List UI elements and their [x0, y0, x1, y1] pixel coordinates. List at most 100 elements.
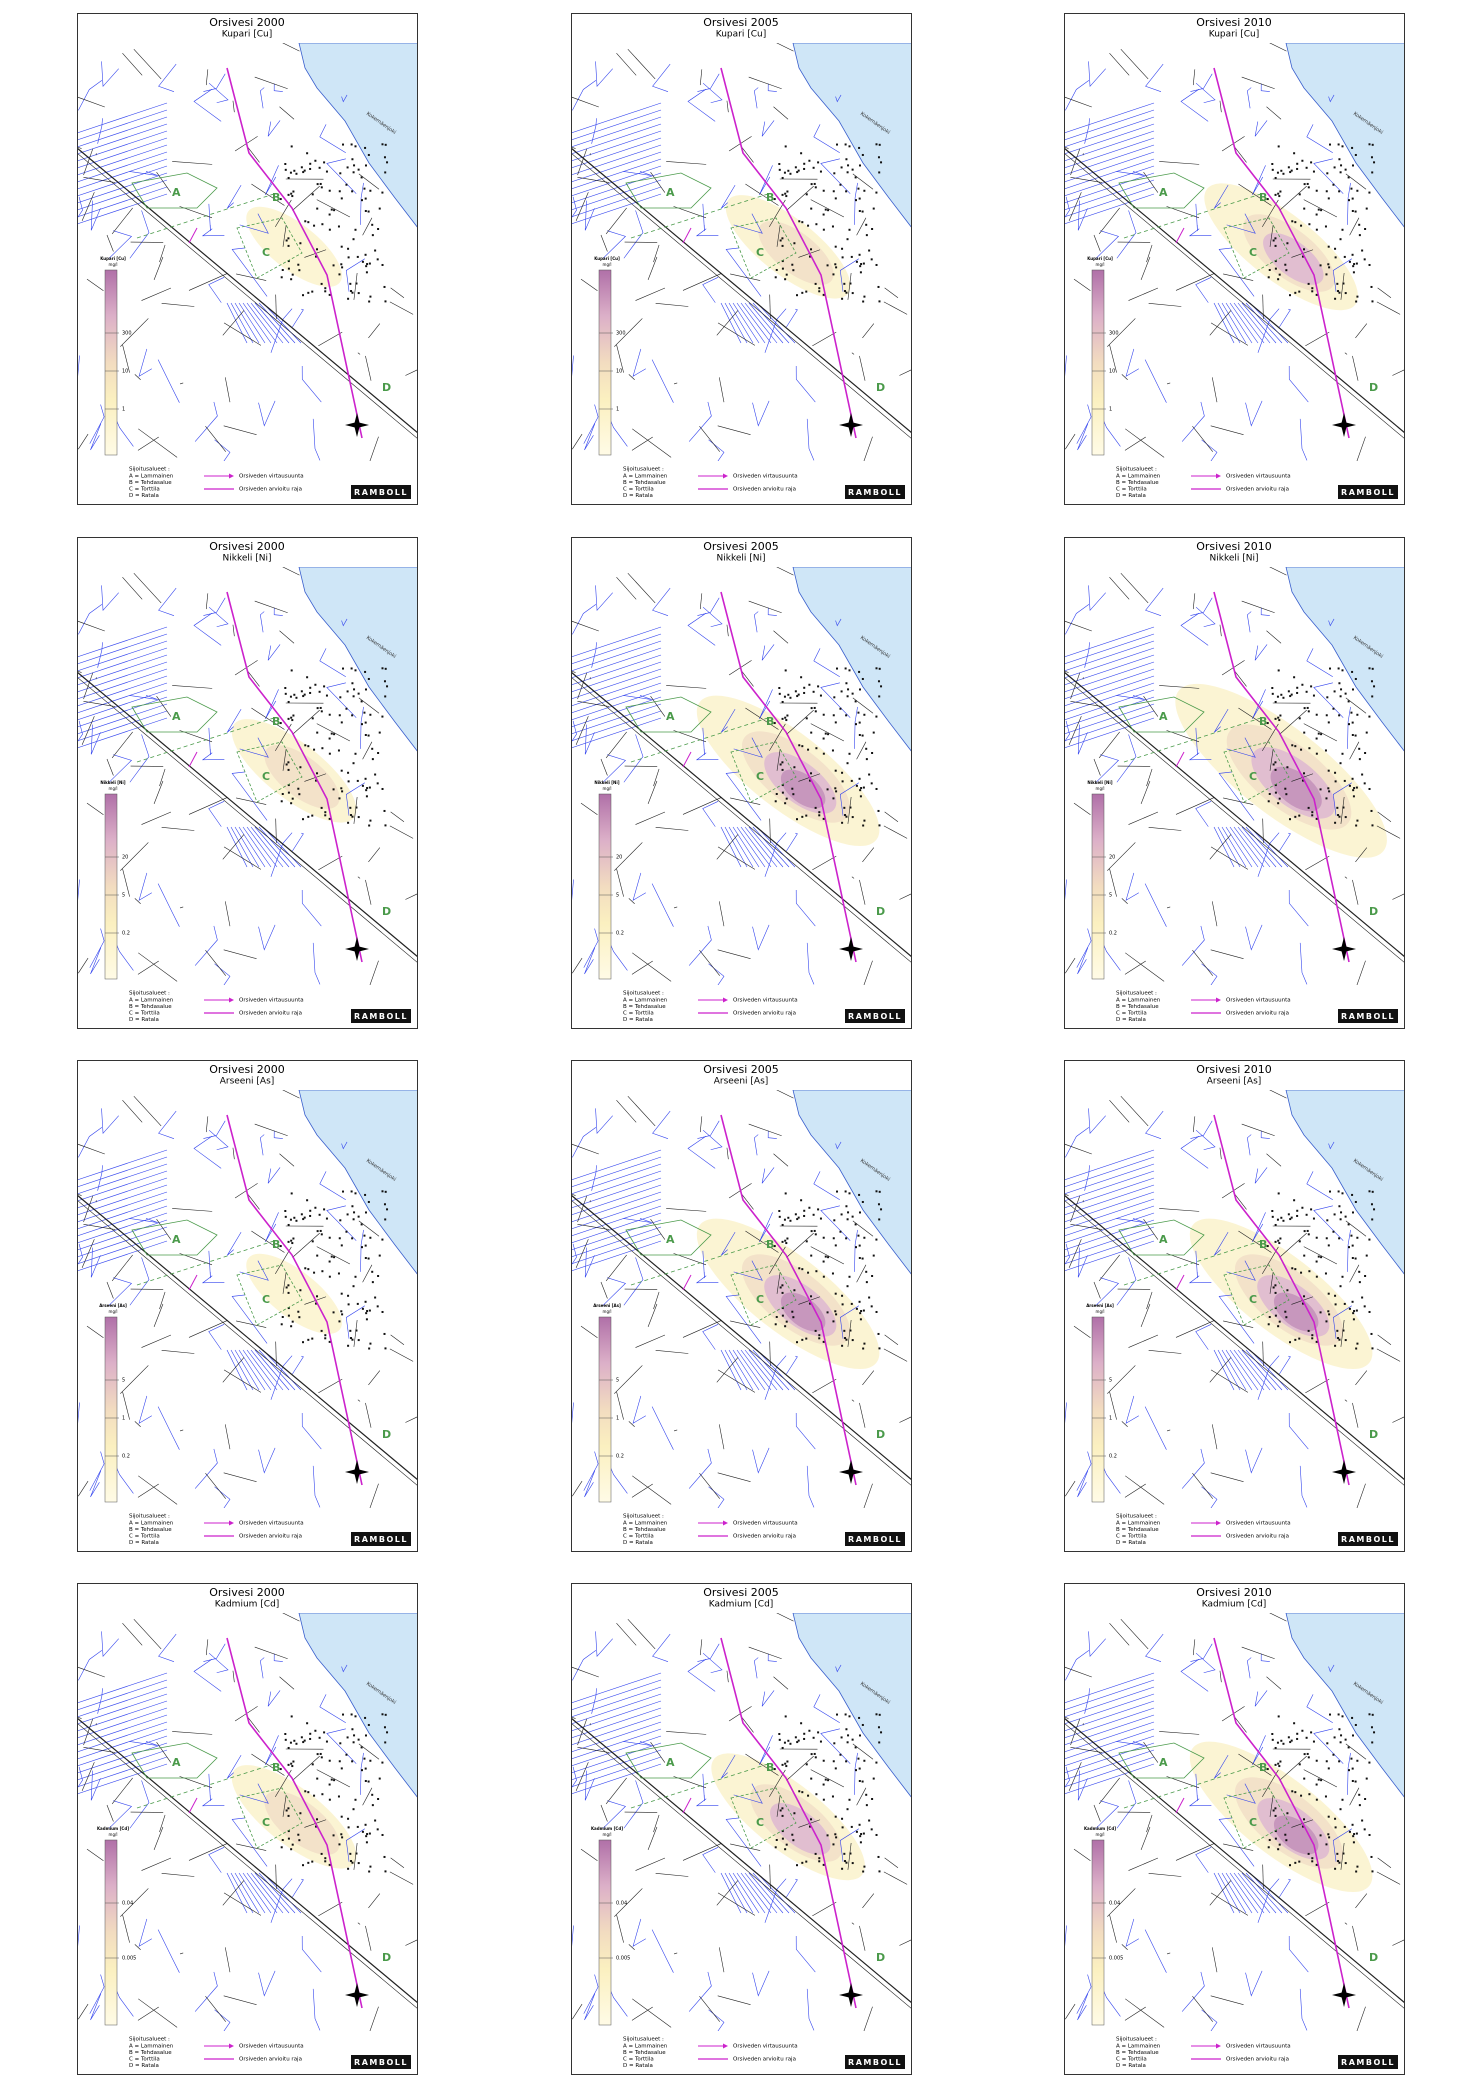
road [78, 957, 89, 974]
building [1338, 1205, 1341, 1208]
building [1329, 1190, 1332, 1193]
building [351, 1237, 354, 1240]
stream [234, 826, 260, 868]
building [1343, 255, 1346, 258]
building [1307, 806, 1310, 809]
building [1280, 1216, 1283, 1219]
building [304, 1790, 307, 1793]
building [781, 761, 784, 764]
legend-heading: Sijoitusalueet : [1116, 1514, 1157, 1520]
building [875, 263, 878, 266]
building [834, 1292, 837, 1295]
road [1355, 1370, 1368, 1386]
stream [258, 400, 276, 427]
building [848, 1275, 851, 1278]
stream [1190, 597, 1213, 616]
building [325, 694, 328, 697]
stream [740, 826, 772, 868]
building [847, 688, 850, 691]
building [340, 769, 343, 772]
stream [767, 83, 777, 92]
stream [1241, 1872, 1277, 1914]
stream [728, 1872, 754, 1914]
stream [1214, 1755, 1229, 1779]
building [1287, 1736, 1290, 1739]
stream [1245, 1970, 1263, 1997]
building [1277, 278, 1280, 281]
building [1294, 1791, 1297, 1794]
stream [129, 171, 158, 176]
road [368, 323, 381, 339]
building [1319, 788, 1322, 791]
building [1364, 1274, 1367, 1277]
building [337, 1795, 340, 1798]
road [863, 1483, 873, 1508]
building [295, 696, 298, 699]
flow-arrow [1175, 1274, 1185, 1291]
stream [1195, 82, 1216, 104]
road [205, 1473, 226, 1499]
building [367, 1723, 370, 1726]
building [354, 145, 357, 148]
road [156, 1218, 172, 1240]
scale-label: 0.005 [122, 1956, 136, 1962]
building [1310, 685, 1313, 688]
building [353, 1734, 356, 1737]
building [846, 238, 849, 241]
building [386, 1731, 389, 1734]
building [1342, 1852, 1345, 1855]
building [319, 706, 322, 709]
road [859, 1925, 866, 1951]
building [1371, 1190, 1374, 1193]
building [383, 1332, 386, 1335]
building [1355, 1832, 1358, 1835]
building [814, 1852, 817, 1855]
building [826, 1834, 829, 1837]
building [384, 1713, 387, 1716]
road [1211, 377, 1218, 403]
building [376, 1828, 379, 1831]
building [1317, 1778, 1320, 1781]
building [360, 1246, 363, 1249]
stream [319, 1694, 346, 1724]
logo: RAMBOLL [1341, 488, 1395, 497]
stream [1254, 1690, 1268, 1707]
building [287, 1291, 290, 1294]
stream [702, 1847, 719, 1873]
panel-title: Orsivesi 2005 [703, 1063, 779, 1076]
building [773, 1768, 776, 1771]
stream [583, 928, 599, 968]
building [314, 1729, 317, 1732]
road [1233, 146, 1247, 163]
building [338, 190, 341, 193]
building [1301, 1302, 1304, 1305]
building [845, 714, 848, 717]
building [1268, 1315, 1271, 1318]
legend-item: B = Tehdasalue [129, 2050, 172, 2056]
building [1271, 1738, 1274, 1741]
road [899, 1416, 911, 1423]
building [781, 1814, 784, 1817]
building [309, 691, 312, 694]
road [635, 1334, 666, 1348]
stream [78, 1170, 168, 1201]
road [172, 1208, 213, 1212]
road [740, 670, 754, 687]
scale-label: 10 [616, 369, 622, 375]
legend-flow: Orsiveden virtausuunta [239, 998, 304, 1004]
stream [1241, 1349, 1277, 1391]
stream [258, 1447, 276, 1474]
stream [1065, 1156, 1155, 1187]
zone-c [1223, 217, 1290, 279]
building [787, 1739, 790, 1742]
stream [1065, 151, 1155, 182]
building [878, 695, 881, 698]
road [1073, 1848, 1091, 1861]
road [172, 1731, 213, 1735]
stream [89, 404, 105, 444]
building [862, 1309, 865, 1312]
scale-bar [598, 1839, 612, 2026]
building [783, 1218, 786, 1221]
building [810, 1295, 813, 1298]
building [872, 207, 875, 210]
